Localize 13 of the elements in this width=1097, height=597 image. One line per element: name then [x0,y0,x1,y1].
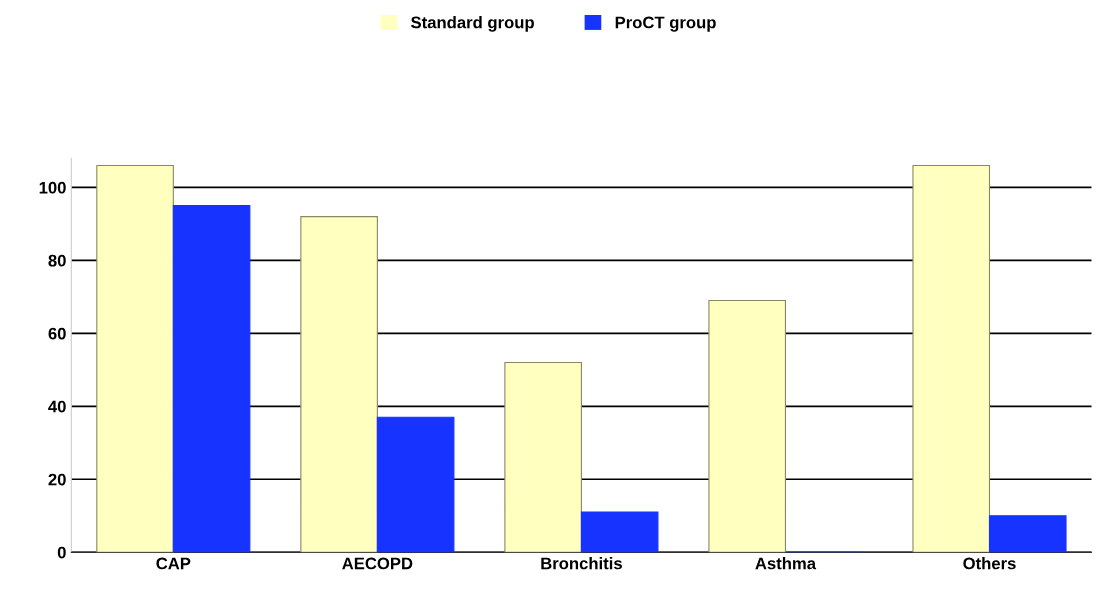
x-tick-label: CAP [156,557,191,570]
x-tick-label: AECOPD [342,557,413,570]
y-tick-label: 100 [39,181,66,194]
legend-label: Standard group [411,16,534,32]
y-tick-label: 0 [57,546,66,559]
x-tick-label: Asthma [755,557,817,570]
y-tick-label: 60 [48,327,66,340]
y-tick-label: 40 [48,400,66,413]
x-tick-label: Others [963,557,1016,570]
x-tick-label: Bronchitis [541,557,622,570]
legend-label: ProCT group [615,16,716,32]
y-tick-label: 80 [48,254,66,267]
y-tick-label: 20 [48,473,66,486]
